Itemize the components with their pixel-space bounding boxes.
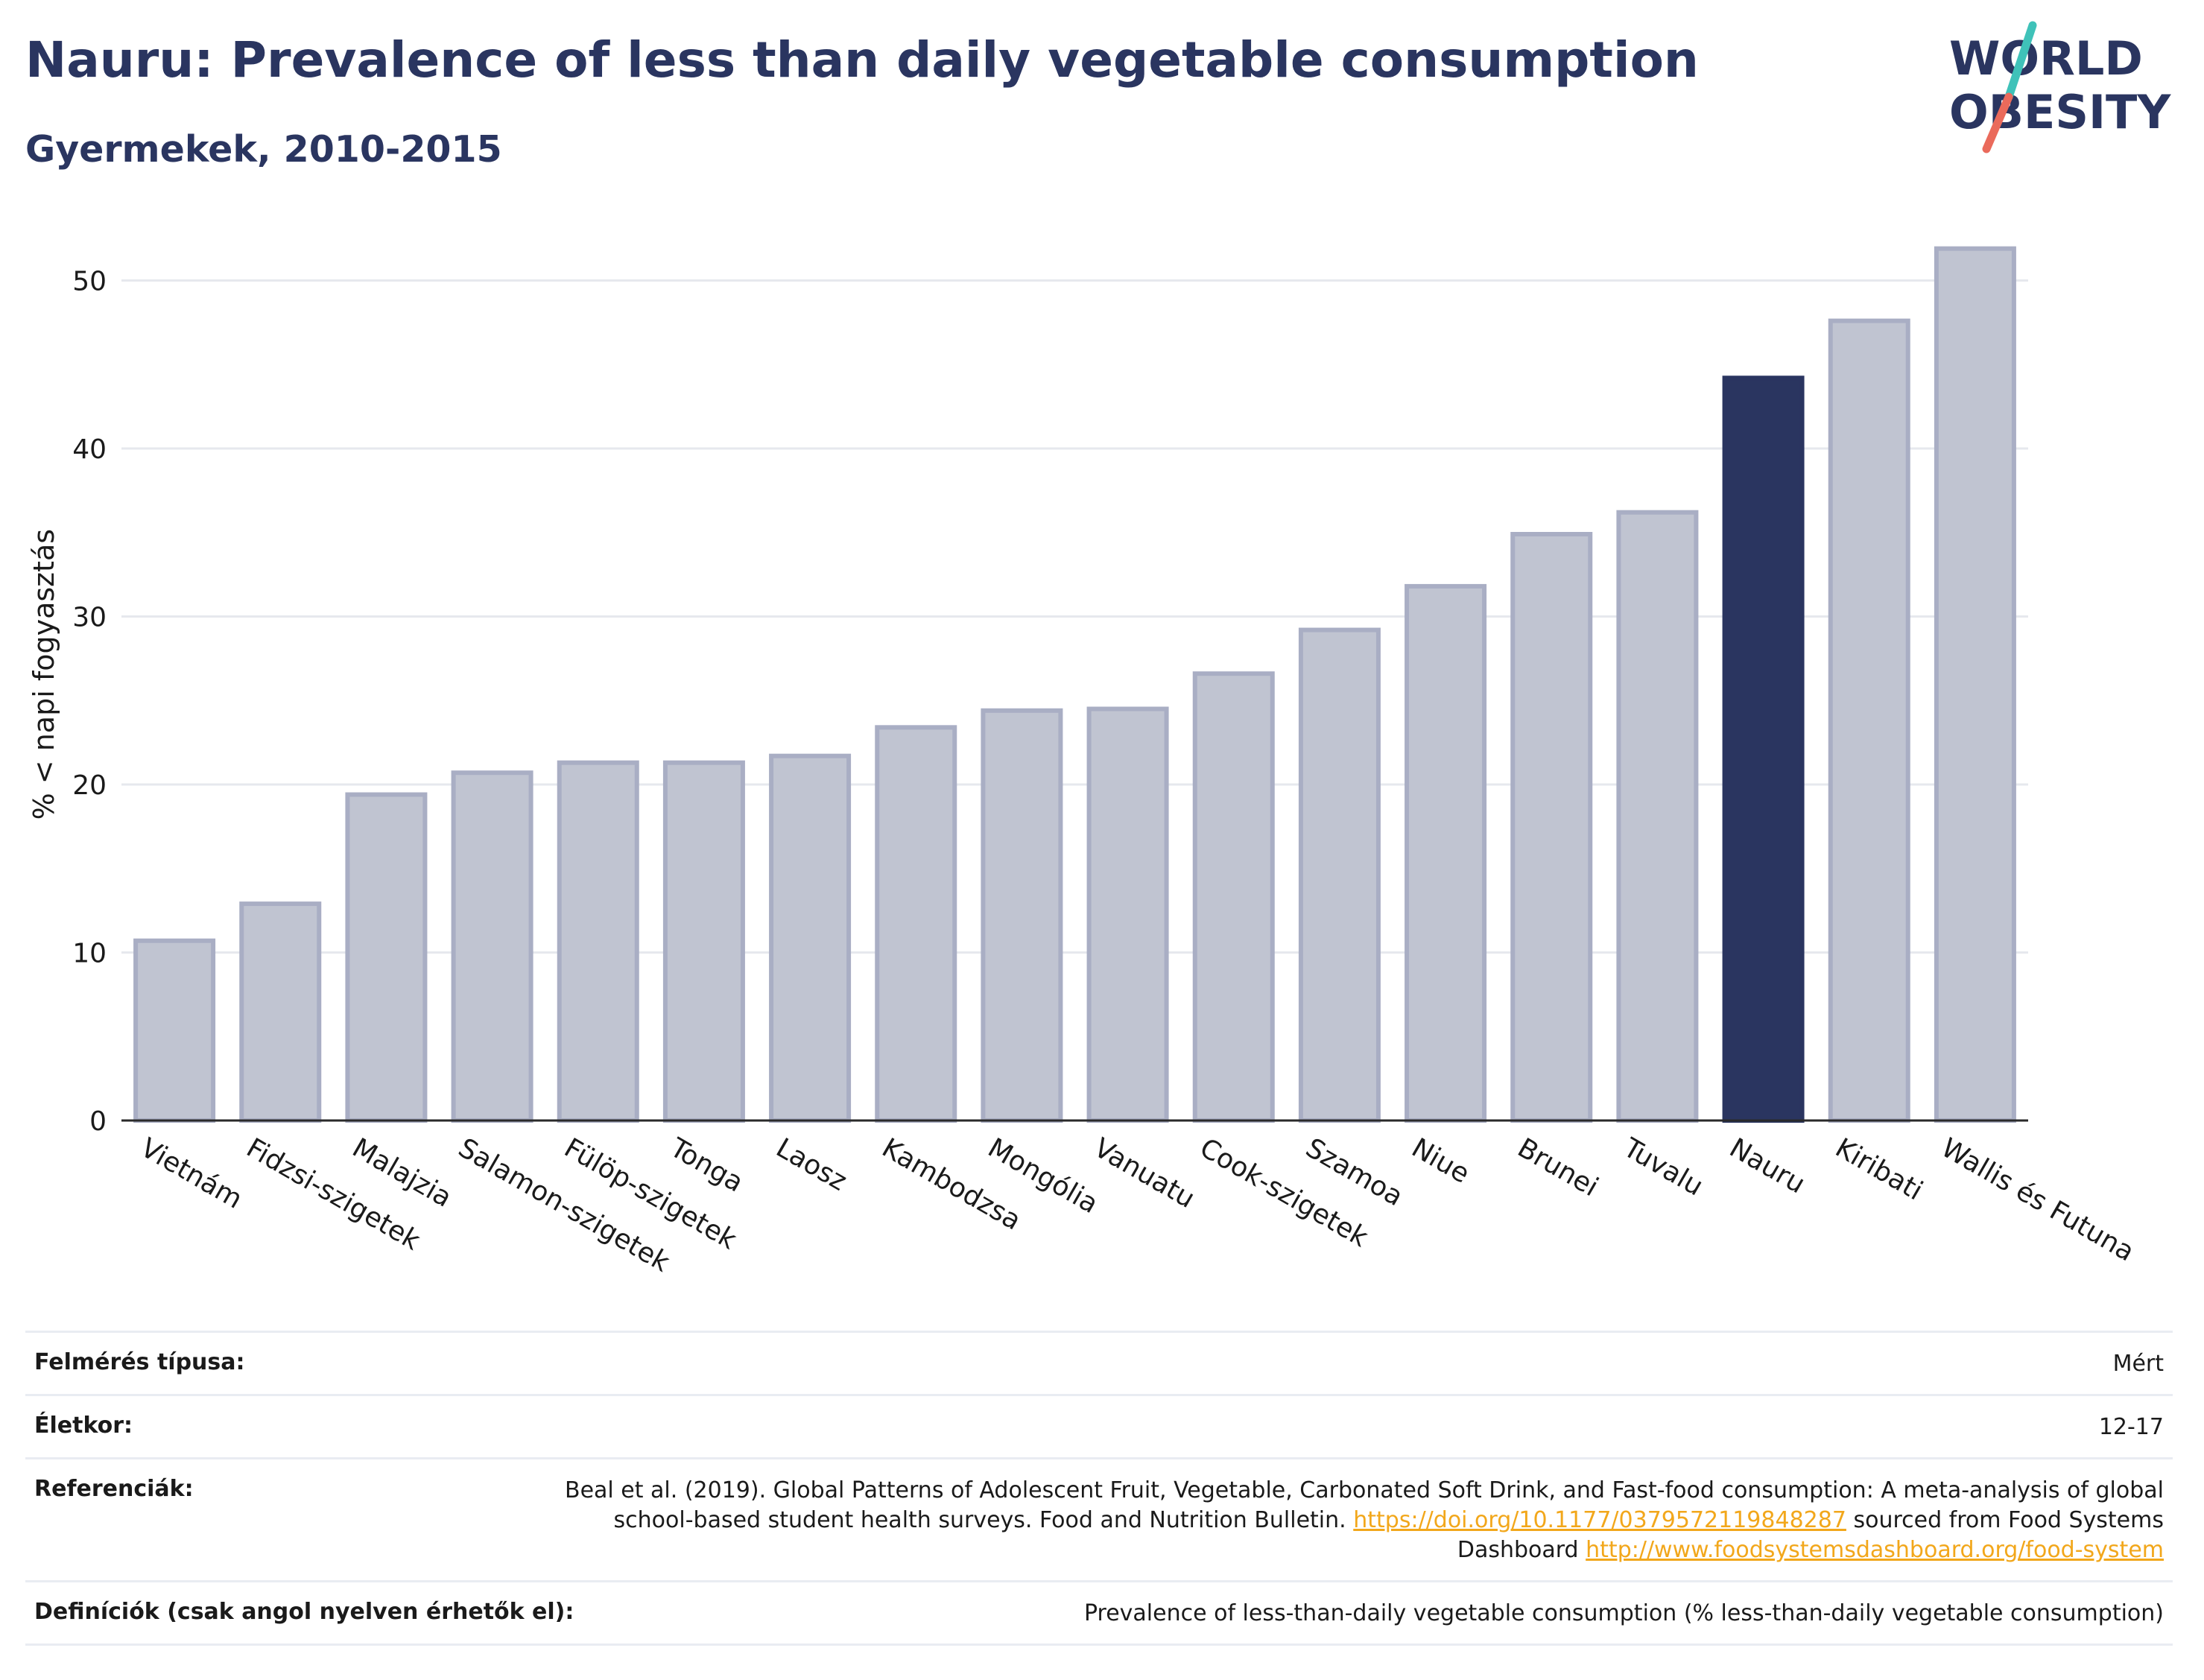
x-tick-label: Wallis és Futuna	[1936, 1132, 2139, 1267]
meta-row-definitions: Definíciók (csak angol nyelven érhetők e…	[25, 1580, 2173, 1646]
y-axis-label: % < napi fogyasztás	[28, 529, 60, 820]
references-text-1: Beal et al. (2019). Global Patterns of A…	[564, 1477, 2164, 1533]
definitions-value: Prevalence of less-than-daily vegetable …	[1083, 1600, 2164, 1626]
bars	[133, 246, 2016, 1123]
logo-slash-top	[2004, 21, 2037, 101]
metadata-table: Felmérés típusa: Mért Életkor: 12-17 Ref…	[25, 1331, 2173, 1646]
bar	[239, 901, 322, 1123]
bar	[133, 938, 216, 1123]
bar	[1298, 627, 1381, 1123]
x-tick-labels: VietnámFidzsi-szigetekMalajziaSalamon-sz…	[136, 1132, 2140, 1278]
gridlines	[121, 279, 2028, 954]
y-tick-label: 0	[89, 1106, 107, 1137]
meta-row-references: Referenciák: Beal et al. (2019). Global …	[25, 1457, 2173, 1580]
y-tick-labels: 0 10 20 30 40 50	[72, 267, 107, 1138]
survey-type-label: Felmérés típusa:	[34, 1349, 245, 1375]
bar-chart: 0 10 20 30 40 50 VietnámFidzsi-szigetekMalajz…	[28, 246, 2140, 1278]
x-tick-label: Brunei	[1513, 1132, 1603, 1202]
x-tick-label: Laosz	[771, 1132, 852, 1196]
meta-row-survey-type: Felmérés típusa: Mért	[25, 1331, 2173, 1394]
bar	[1616, 510, 1699, 1123]
bar	[1086, 706, 1169, 1123]
bar	[769, 753, 852, 1123]
y-tick-label: 40	[72, 434, 107, 465]
x-tick-label: Tonga	[665, 1132, 749, 1199]
chart-subtitle: Gyermekek, 2010-2015	[25, 128, 502, 171]
y-tick-label: 20	[72, 770, 107, 801]
x-tick-label: Vietnám	[136, 1132, 247, 1215]
age-value: 12-17	[2098, 1414, 2164, 1440]
references-value: Beal et al. (2019). Global Patterns of A…	[554, 1476, 2164, 1565]
chart-title: Nauru: Prevalence of less than daily veg…	[25, 31, 1699, 89]
bar	[1828, 318, 1910, 1123]
references-text-2: sourced from Food Systems Dashboard	[1457, 1507, 2164, 1563]
logo-text-obesity: OBESITY	[1949, 85, 2171, 139]
bar	[557, 760, 639, 1123]
bar	[1405, 583, 1487, 1123]
bar	[345, 792, 428, 1123]
survey-type-value: Mért	[2112, 1351, 2164, 1377]
logo-slash-bottom	[1982, 92, 2013, 153]
world-obesity-logo: WORLD OBESITY	[1949, 21, 2171, 153]
logo-text-world: WORLD	[1949, 31, 2143, 86]
bar	[1192, 671, 1275, 1123]
y-tick-label: 50	[72, 267, 107, 297]
bar-highlight	[1722, 375, 1805, 1123]
y-tick-label: 10	[72, 939, 107, 969]
x-tick-label: Fidzsi-szigetek	[241, 1132, 425, 1256]
food-systems-dashboard-link[interactable]: http://www.foodsystemsdashboard.org/food…	[1586, 1537, 2164, 1563]
bar	[1934, 246, 2016, 1123]
x-tick-label: Niue	[1407, 1132, 1475, 1189]
bar	[662, 760, 745, 1123]
doi-link[interactable]: https://doi.org/10.1177/0379572119848287	[1353, 1507, 1846, 1533]
x-tick-label: Vanuatu	[1089, 1132, 1200, 1214]
bar	[981, 708, 1063, 1123]
bar	[451, 770, 533, 1123]
x-tick-label: Kiribati	[1830, 1132, 1928, 1206]
age-label: Életkor:	[34, 1413, 133, 1439]
bar	[875, 725, 957, 1123]
x-tick-label: Tuvalu	[1618, 1132, 1708, 1202]
bar	[1510, 532, 1593, 1123]
definitions-label: Definíciók (csak angol nyelven érhetők e…	[34, 1599, 574, 1625]
references-label: Referenciák:	[34, 1476, 194, 1502]
meta-row-age: Életkor: 12-17	[25, 1394, 2173, 1457]
x-tick-label: Nauru	[1724, 1132, 1810, 1199]
y-tick-label: 30	[72, 603, 107, 633]
